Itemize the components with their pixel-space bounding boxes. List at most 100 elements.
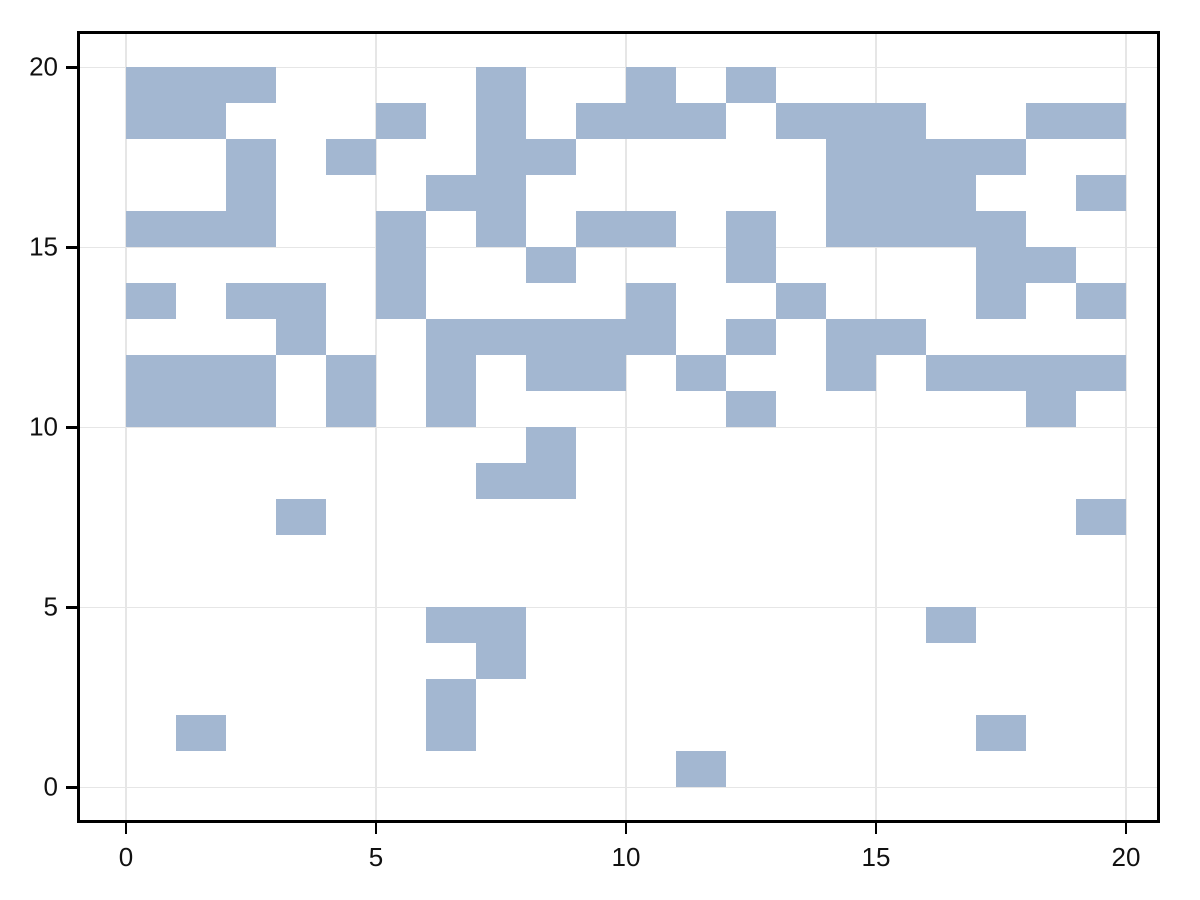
heatmap-cell-19-13: [1076, 283, 1126, 320]
x-tick-label-10: 10: [611, 842, 641, 872]
heatmap-cell-7-17: [476, 139, 526, 176]
y-tick-mark-5: [66, 606, 77, 609]
heatmap-cell-17-1: [976, 715, 1026, 752]
heatmap-cell-0-18: [126, 103, 176, 140]
heatmap-cell-5-15: [376, 211, 426, 248]
heatmap-cell-7-4: [476, 607, 526, 644]
heatmap-cell-6-10: [426, 391, 476, 428]
heatmap-cell-10-12: [626, 319, 676, 356]
gridline-y-15: [80, 246, 1157, 249]
y-tick-label-10: 10: [29, 411, 58, 442]
heatmap-cell-15-17: [876, 139, 926, 176]
heatmap-cell-19-16: [1076, 175, 1126, 212]
heatmap-cell-14-15: [826, 211, 876, 248]
heatmap-cell-7-12: [476, 319, 526, 356]
heatmap-cell-7-3: [476, 643, 526, 680]
heatmap-cell-17-15: [976, 211, 1026, 248]
heatmap-cell-15-18: [876, 103, 926, 140]
heatmap-cell-6-1: [426, 715, 476, 752]
heatmap-cell-8-9: [526, 427, 576, 464]
gridline-y-0: [80, 786, 1157, 789]
heatmap-cell-12-12: [726, 319, 776, 356]
heatmap-cell-2-17: [226, 139, 276, 176]
y-tick-label-20: 20: [29, 51, 58, 82]
heatmap-cell-13-13: [776, 283, 826, 320]
heatmap-cell-4-17: [326, 139, 376, 176]
heatmap-cell-14-11: [826, 355, 876, 392]
gridline-y-5: [80, 606, 1157, 609]
heatmap-cell-16-11: [926, 355, 976, 392]
x-tick-label-5: 5: [368, 842, 384, 872]
heatmap-cell-12-10: [726, 391, 776, 428]
heatmap-cell-8-11: [526, 355, 576, 392]
heatmap-cell-5-18: [376, 103, 426, 140]
heatmap-cell-17-14: [976, 247, 1026, 284]
heatmap-cell-12-19: [726, 67, 776, 104]
x-tick-label-0: 0: [118, 842, 134, 872]
y-tick-label-5: 5: [43, 591, 58, 622]
heatmap-cell-18-11: [1026, 355, 1076, 392]
heatmap-cell-13-18: [776, 103, 826, 140]
x-tick-mark-5: [374, 823, 378, 834]
heatmap-cell-14-18: [826, 103, 876, 140]
heatmap-cell-6-16: [426, 175, 476, 212]
heatmap-cell-6-4: [426, 607, 476, 644]
heatmap-cell-9-18: [576, 103, 626, 140]
heatmap-cell-6-12: [426, 319, 476, 356]
heatmap-cell-2-13: [226, 283, 276, 320]
heatmap-cell-11-0: [676, 751, 726, 788]
heatmap-cell-6-2: [426, 679, 476, 716]
heatmap-cell-9-11: [576, 355, 626, 392]
gridline-y-20: [80, 66, 1157, 69]
heatmap-cell-15-12: [876, 319, 926, 356]
heatmap-cell-19-7: [1076, 499, 1126, 536]
heatmap-cell-7-16: [476, 175, 526, 212]
heatmap-cell-3-13: [276, 283, 326, 320]
heatmap-cell-6-11: [426, 355, 476, 392]
heatmap-cell-10-18: [626, 103, 676, 140]
heatmap-cell-11-11: [676, 355, 726, 392]
y-tick-mark-10: [66, 426, 77, 429]
heatmap-cell-16-15: [926, 211, 976, 248]
heatmap-cell-9-12: [576, 319, 626, 356]
heatmap-cell-17-11: [976, 355, 1026, 392]
heatmap-cell-16-4: [926, 607, 976, 644]
y-tick-mark-15: [66, 246, 77, 249]
heatmap-cell-14-16: [826, 175, 876, 212]
heatmap-cell-8-17: [526, 139, 576, 176]
heatmap-cell-18-10: [1026, 391, 1076, 428]
heatmap-cell-11-18: [676, 103, 726, 140]
heatmap-cell-8-14: [526, 247, 576, 284]
heatmap-cell-5-13: [376, 283, 426, 320]
heatmap-cell-7-19: [476, 67, 526, 104]
gridline-y-10: [80, 426, 1157, 429]
heatmap-cell-8-12: [526, 319, 576, 356]
heatmap-cell-7-18: [476, 103, 526, 140]
heatmap-cell-1-10: [176, 391, 226, 428]
x-tick-label-20: 20: [1111, 842, 1141, 872]
x-tick-mark-15: [874, 823, 878, 834]
heatmap-cell-10-13: [626, 283, 676, 320]
heatmap-cell-10-15: [626, 211, 676, 248]
heatmap-cell-1-11: [176, 355, 226, 392]
heatmap-cell-15-15: [876, 211, 926, 248]
heatmap-cell-16-17: [926, 139, 976, 176]
y-tick-mark-20: [66, 66, 77, 69]
heatmap-cell-12-15: [726, 211, 776, 248]
heatmap-cell-0-11: [126, 355, 176, 392]
heatmap-cell-17-17: [976, 139, 1026, 176]
heatmap-cell-9-15: [576, 211, 626, 248]
x-tick-label-15: 15: [861, 842, 891, 872]
heatmap-cell-14-17: [826, 139, 876, 176]
heatmap-plot-area: [80, 34, 1157, 820]
heatmap-cell-4-11: [326, 355, 376, 392]
heatmap-cell-1-15: [176, 211, 226, 248]
heatmap-cell-4-10: [326, 391, 376, 428]
heatmap-cell-18-18: [1026, 103, 1076, 140]
heatmap-cell-1-1: [176, 715, 226, 752]
x-tick-mark-10: [624, 823, 628, 834]
heatmap-cell-2-15: [226, 211, 276, 248]
heatmap-cell-16-16: [926, 175, 976, 212]
x-tick-mark-0: [124, 823, 128, 834]
